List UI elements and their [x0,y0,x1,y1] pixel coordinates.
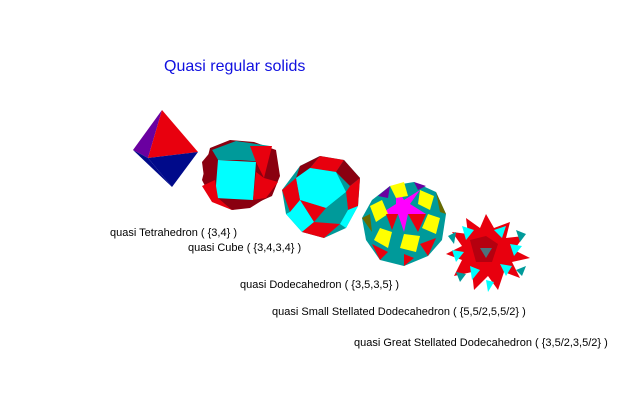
icosidodecahedron-icon [282,156,360,238]
solid-label-quasi-great-stellated-dodecahedron: quasi Great Stellated Dodecahedron ( {3,… [354,337,608,349]
solid-label-quasi-tetrahedron: quasi Tetrahedron ( {3,4} ) [110,227,237,239]
solid-label-quasi-dodecahedron: quasi Dodecahedron ( {3,5,3,5} ) [240,279,400,291]
dodecadodecahedron-icon [362,182,446,266]
page-title: Quasi regular solids [164,58,306,75]
cuboctahedron-icon [202,140,280,210]
solid-label-quasi-small-stellated-dodecahedron: quasi Small Stellated Dodecahedron ( {5,… [272,306,526,318]
great-icosidodecahedron-icon [446,214,530,292]
solid-label-quasi-cube: quasi Cube ( {3,4,3,4} ) [188,242,302,254]
octahedron-icon [133,110,198,187]
